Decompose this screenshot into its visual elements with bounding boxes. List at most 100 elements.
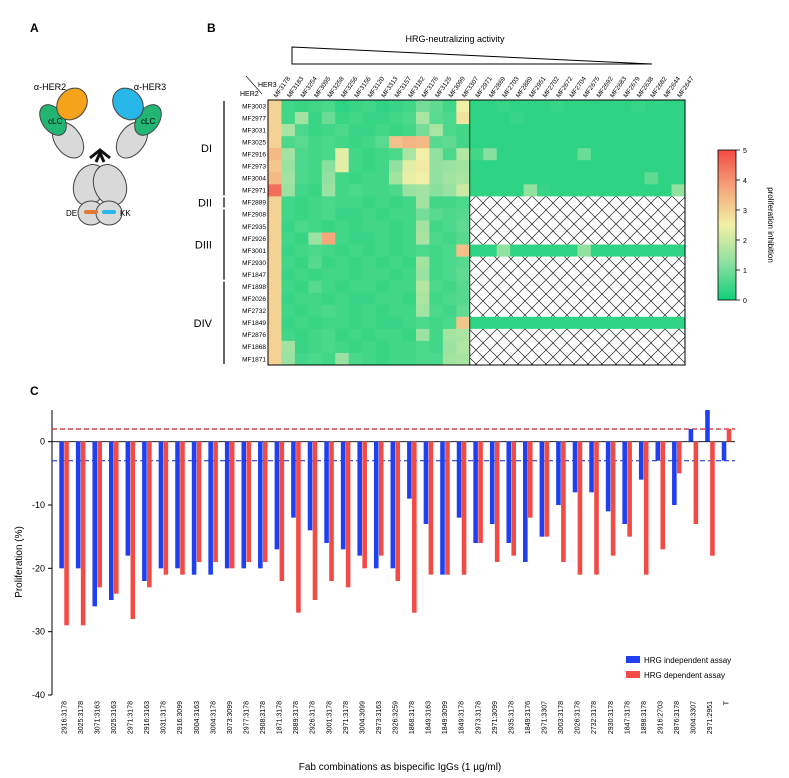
heatmap-cell (281, 220, 296, 233)
bar-independent (324, 441, 329, 543)
bar-dependent (527, 441, 533, 518)
heatmap-cell (523, 136, 538, 149)
heatmap-cell (510, 100, 524, 113)
bar-dependent (594, 441, 599, 575)
heatmap-cell (483, 148, 497, 161)
heatmap-cell (469, 172, 484, 185)
heatmap-cell (321, 244, 336, 257)
untested-region (469, 328, 685, 341)
x-tick-label: 3073:3099 (227, 701, 234, 734)
heatmap-cell (415, 352, 430, 366)
heatmap-cell (537, 160, 551, 173)
untested-region (469, 304, 685, 317)
heatmap-cell (631, 244, 645, 257)
heatmap-cell (469, 184, 484, 197)
heatmap-cell (442, 328, 457, 342)
bar-dependent (97, 441, 102, 588)
heatmap-cell (658, 100, 672, 113)
x-tick-label: 2926:3259 (393, 701, 400, 734)
heatmap-cell (335, 256, 350, 269)
activity-label: HRG-neutralizing activity (405, 34, 505, 44)
heatmap-cell (348, 328, 363, 342)
x-tick-label: 1849:3178 (459, 701, 466, 734)
heatmap-cell (415, 244, 430, 257)
legend-label-dependent: HRG dependent assay (644, 671, 725, 680)
heatmap-cell (389, 160, 403, 173)
heatmap-cell (442, 304, 457, 318)
untested-region (469, 256, 685, 269)
bar-independent (59, 441, 64, 569)
x-tick-label: 2971:3307 (542, 701, 549, 734)
bar-independent (556, 441, 561, 505)
heatmap-cell (389, 232, 403, 245)
heatmap-cell (281, 172, 296, 185)
heatmap-cell (563, 184, 578, 197)
heatmap-cell (617, 136, 632, 149)
heatmap-cell (375, 292, 390, 306)
row-label: MF2889 (242, 200, 266, 207)
heatmap-cell (537, 124, 551, 137)
heatmap-cell (335, 232, 350, 245)
heatmap-cell (308, 352, 323, 366)
heatmap-cell (671, 184, 686, 197)
untested-region (469, 280, 685, 293)
heatmap-cell (281, 232, 296, 245)
heatmap-cell (496, 160, 511, 173)
bar-dependent (378, 441, 384, 556)
heatmap-cell (308, 304, 323, 318)
x-tick-label: 1849:3099 (442, 701, 449, 734)
heatmap-cell (348, 184, 363, 197)
heatmap-cell (281, 112, 296, 125)
heatmap-cell (389, 136, 403, 149)
heatmap-cell (389, 184, 403, 197)
heatmap-cell (321, 292, 336, 306)
heatmap-cell (429, 136, 444, 149)
heatmap-cell (563, 172, 578, 185)
heatmap-cell (523, 112, 538, 125)
bar-independent (142, 441, 147, 581)
x-tick-label: 3004:3163 (194, 701, 201, 734)
heatmap-cell (537, 136, 551, 149)
her2-binding-domain (56, 87, 88, 121)
colorbar-tick-label: 4 (743, 178, 747, 185)
bar-dependent (80, 441, 86, 626)
panel-a-label: A (30, 21, 39, 35)
heatmap-cell (281, 208, 296, 221)
heatmap-cell (550, 172, 565, 185)
heatmap-cell (348, 352, 363, 366)
heatmap-cell (469, 160, 484, 173)
hinge (89, 148, 111, 163)
heatmap-cell (550, 148, 565, 161)
x-tick-label: 3003:3178 (558, 701, 565, 734)
heatmap-cell (281, 280, 296, 294)
x-tick-label: T (724, 700, 731, 705)
heatmap-cell (281, 124, 296, 137)
heatmap-cell (456, 160, 471, 173)
heatmap-cell (631, 160, 645, 173)
row-label: MF2732 (242, 308, 266, 315)
heatmap-cell (294, 280, 309, 294)
heatmap-cell (375, 340, 390, 354)
heatmap-cell (510, 184, 524, 197)
bar-independent (357, 441, 362, 556)
heatmap-cell (362, 256, 376, 269)
heatmap-cell (577, 184, 592, 197)
heatmap-cell (321, 340, 336, 354)
heatmap-cell (415, 208, 430, 221)
bar-independent (440, 441, 445, 575)
heatmap-cell (415, 160, 430, 173)
heatmap-cell (294, 112, 309, 125)
heatmap-cell (294, 220, 309, 233)
y-tick-label: -10 (32, 500, 45, 510)
x-tick-label: 1847:3178 (624, 701, 631, 734)
group-label: DIV (194, 318, 213, 330)
de-label: DE (66, 209, 77, 218)
bar-dependent (130, 441, 136, 619)
bar-independent (340, 441, 346, 550)
bar-dependent (312, 441, 318, 600)
heatmap-cell (631, 148, 645, 161)
heatmap-cell (523, 316, 538, 330)
x-tick-label: 2971:3099 (492, 701, 499, 734)
heatmap-cell (442, 268, 457, 281)
heatmap-cell (537, 112, 551, 125)
